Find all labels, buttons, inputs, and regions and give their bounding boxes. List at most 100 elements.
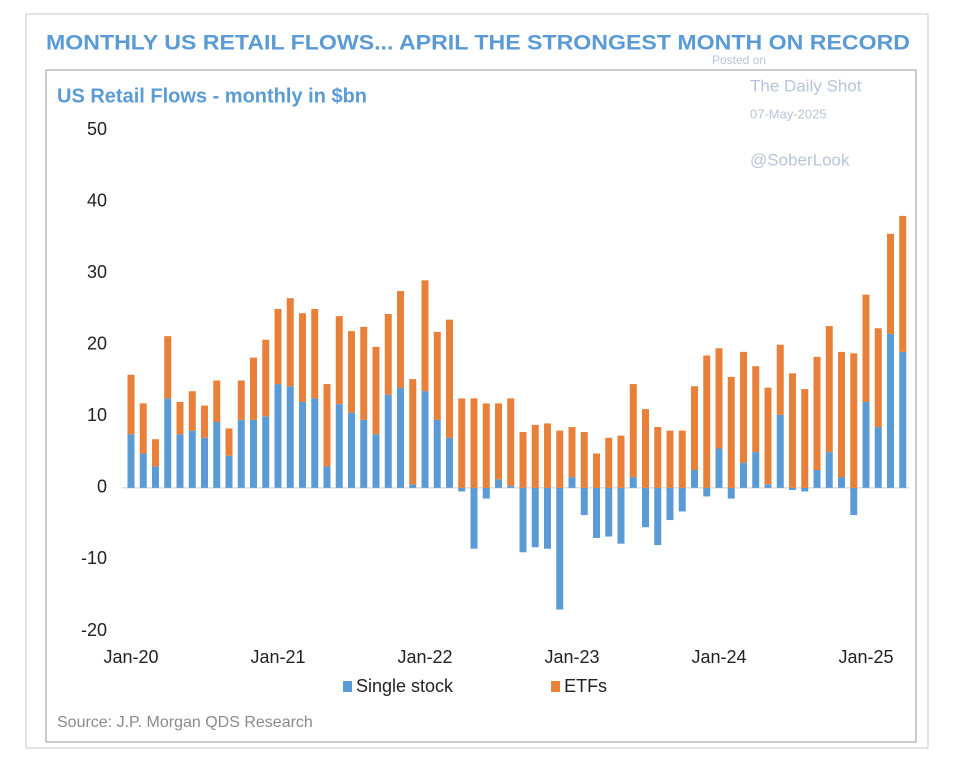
bar <box>213 380 221 423</box>
bar <box>838 351 845 478</box>
chart-title: MONTHLY US RETAIL FLOWS... APRIL THE STR… <box>46 32 910 55</box>
x-tick-label: Jan-23 <box>544 647 599 667</box>
bar <box>642 487 649 528</box>
bar <box>139 453 147 488</box>
bar <box>838 477 845 488</box>
bar <box>801 389 809 488</box>
bar <box>286 386 294 488</box>
bar <box>237 380 245 420</box>
legend-swatch <box>343 681 352 692</box>
bar <box>201 437 208 488</box>
bar <box>335 404 343 488</box>
bar <box>727 487 735 499</box>
bar <box>213 422 221 488</box>
bar <box>323 466 331 488</box>
subtitle: US Retail Flows - monthly in $bn <box>57 85 367 107</box>
bar <box>225 455 233 488</box>
x-tick-label: Jan-22 <box>397 647 452 667</box>
bar <box>556 430 564 488</box>
watermark: The Daily Shot <box>750 76 862 95</box>
bar <box>433 419 441 488</box>
bar <box>654 487 662 546</box>
bar <box>740 351 747 463</box>
bar <box>776 414 784 488</box>
bar <box>654 427 662 488</box>
bar <box>887 333 894 488</box>
y-tick-label: 50 <box>87 119 107 139</box>
bar <box>691 386 698 470</box>
bar <box>740 462 747 488</box>
bar <box>495 403 502 480</box>
bar <box>286 298 294 387</box>
y-tick-label: -10 <box>81 548 107 568</box>
bar <box>862 294 870 402</box>
bar <box>188 430 196 488</box>
x-tick-label: Jan-24 <box>691 647 746 667</box>
bar <box>580 487 588 516</box>
y-tick-label: 10 <box>87 405 107 425</box>
bar <box>384 394 392 488</box>
bar <box>127 434 135 488</box>
watermark: Posted on <box>712 53 766 67</box>
bar <box>495 479 502 488</box>
bar <box>250 357 257 420</box>
watermark: @SoberLook <box>750 150 850 169</box>
bar <box>152 466 159 488</box>
bar <box>752 452 760 488</box>
bar <box>629 384 637 478</box>
x-tick-label: Jan-25 <box>838 647 893 667</box>
bar <box>629 477 637 488</box>
bar <box>887 233 894 334</box>
bar <box>507 485 515 488</box>
bar <box>164 336 172 399</box>
bar <box>850 353 858 488</box>
legend-swatch <box>551 681 561 692</box>
bar <box>164 398 172 488</box>
bar <box>152 439 159 467</box>
bar <box>458 487 466 492</box>
bar <box>666 487 674 521</box>
bar <box>678 430 686 488</box>
bar <box>605 487 613 537</box>
bar <box>727 376 735 488</box>
bar <box>421 280 429 392</box>
bar <box>813 469 821 488</box>
bar <box>703 487 711 497</box>
bar <box>678 487 686 512</box>
bar <box>360 326 368 420</box>
bar <box>446 319 453 438</box>
bar <box>568 477 576 488</box>
bar <box>372 346 380 435</box>
bar <box>776 344 784 415</box>
bar <box>825 452 833 488</box>
bar <box>801 487 809 492</box>
bar <box>348 331 355 413</box>
bar <box>593 487 600 538</box>
bar <box>605 437 613 488</box>
bar <box>201 405 208 438</box>
bar <box>299 313 306 402</box>
bar <box>470 398 478 488</box>
bar <box>764 387 772 485</box>
bar <box>764 484 772 488</box>
source: Source: J.P. Morgan QDS Research <box>57 714 313 731</box>
bar <box>752 366 760 453</box>
bar <box>384 313 392 395</box>
bar <box>789 487 796 491</box>
bar <box>715 448 723 488</box>
bar <box>470 487 478 549</box>
bar <box>813 356 821 470</box>
x-tick-label: Jan-20 <box>103 647 158 667</box>
bar <box>323 384 331 467</box>
plot-frame <box>45 69 917 743</box>
bar <box>311 308 319 399</box>
bar <box>127 374 135 435</box>
bar <box>531 424 539 488</box>
legend-label: Single stock <box>356 676 454 696</box>
bar <box>262 339 270 417</box>
bar <box>274 308 282 385</box>
bar <box>544 487 551 549</box>
bar <box>274 384 282 488</box>
bar <box>225 428 233 456</box>
